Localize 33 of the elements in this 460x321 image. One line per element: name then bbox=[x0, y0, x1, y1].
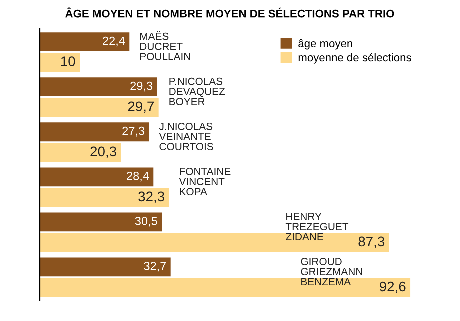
legend-label: moyenne de sélections bbox=[298, 53, 412, 64]
data-label: 29,3 bbox=[130, 82, 153, 92]
bar bbox=[40, 258, 171, 277]
y-tick-label: P.NICOLAS DEVAQUEZ BOYER bbox=[170, 78, 226, 106]
bar bbox=[40, 233, 390, 252]
data-label: 30,5 bbox=[135, 217, 158, 227]
y-tick-label: HENRY TREZEGUET ZIDANE bbox=[286, 213, 349, 240]
y-tick-label: MAËS DUCRET POULLAIN bbox=[140, 31, 190, 60]
y-tick-label: FONTAINE VINCENT KOPA bbox=[179, 168, 231, 196]
data-label: 87,3 bbox=[358, 236, 385, 248]
data-label: 32,3 bbox=[138, 192, 164, 204]
data-label: 20,3 bbox=[90, 146, 116, 158]
bar bbox=[40, 278, 411, 298]
data-label: 28,4 bbox=[127, 172, 150, 182]
chart-title: ÂGE MOYEN ET NOMBRE MOYEN DE SÉLECTIONS PAR TRIO bbox=[66, 8, 394, 18]
data-label: 22,4 bbox=[103, 36, 126, 47]
data-label: 29,7 bbox=[128, 102, 154, 114]
bar bbox=[40, 143, 122, 162]
bar bbox=[40, 53, 80, 72]
bar bbox=[40, 188, 170, 208]
legend-label: âge moyen bbox=[298, 39, 352, 50]
y-tick-label: J.NICOLAS VEINANTE COURTOIS bbox=[159, 122, 214, 150]
bar bbox=[40, 98, 159, 118]
data-label: 92,6 bbox=[380, 282, 406, 294]
y-tick-label: GIROUD GRIEZMANN BENZEMA bbox=[301, 258, 362, 286]
bar bbox=[40, 32, 130, 52]
bar bbox=[40, 212, 162, 232]
bar bbox=[40, 168, 154, 187]
data-label: 27,3 bbox=[122, 126, 145, 137]
bar bbox=[40, 122, 150, 142]
data-label: 32,7 bbox=[144, 262, 166, 272]
data-label: 10 bbox=[61, 56, 76, 67]
bar bbox=[40, 78, 158, 97]
